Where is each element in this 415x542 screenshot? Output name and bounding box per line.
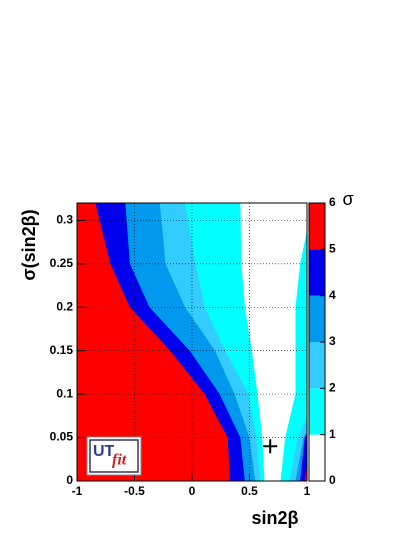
contour-region (77, 203, 230, 481)
logo: UT fit (86, 436, 142, 476)
colorbar-segment (309, 249, 325, 296)
colorbar-tick-label: 4 (329, 288, 336, 302)
plot-area (77, 203, 307, 481)
x-axis-label: sin2β (251, 508, 298, 528)
colorbar-tick-label: 6 (329, 195, 336, 209)
colorbar-title: σ (342, 189, 353, 209)
colorbar-tick-label: 0 (329, 473, 336, 487)
colorbar-segment (309, 295, 325, 342)
x-tick-label: -1 (72, 484, 83, 498)
y-tick-label: 0.15 (50, 343, 74, 357)
y-tick-label: 0.1 (56, 386, 73, 400)
x-tick-label: 0.5 (241, 484, 258, 498)
y-tick-label: 0 (66, 473, 73, 487)
x-tick-label: 1 (304, 484, 311, 498)
logo-fit: fit (112, 452, 127, 469)
logo-box (86, 436, 142, 476)
contour-region (300, 433, 307, 481)
y-axis-label: σ(sin2β) (19, 209, 39, 280)
colorbar-tick-label: 3 (329, 334, 336, 348)
colorbar-tick-label: 2 (329, 381, 336, 395)
logo-inner (89, 439, 139, 473)
y-tick-label: 0.3 (56, 213, 73, 227)
y-tick-label: 0.2 (56, 299, 73, 313)
y-tick-label: 0.05 (50, 430, 74, 444)
colorbar-tick-label: 1 (329, 427, 336, 441)
x-tick-label: 0 (189, 484, 196, 498)
logo-ut: UT (93, 443, 115, 460)
x-tick-label: -0.5 (124, 484, 145, 498)
colorbar-segment (309, 342, 325, 389)
colorbar-segment (309, 434, 325, 481)
colorbar-tick-label: 5 (329, 242, 336, 256)
contour-region (280, 230, 307, 481)
colorbar-segment (309, 203, 325, 250)
contour-region (304, 463, 307, 481)
y-tick-label: 0.25 (50, 256, 74, 270)
colorbar-segment (309, 388, 325, 435)
